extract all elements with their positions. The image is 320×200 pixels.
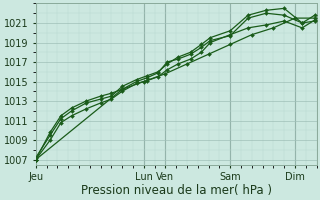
X-axis label: Pression niveau de la mer( hPa ): Pression niveau de la mer( hPa ) bbox=[81, 184, 272, 197]
